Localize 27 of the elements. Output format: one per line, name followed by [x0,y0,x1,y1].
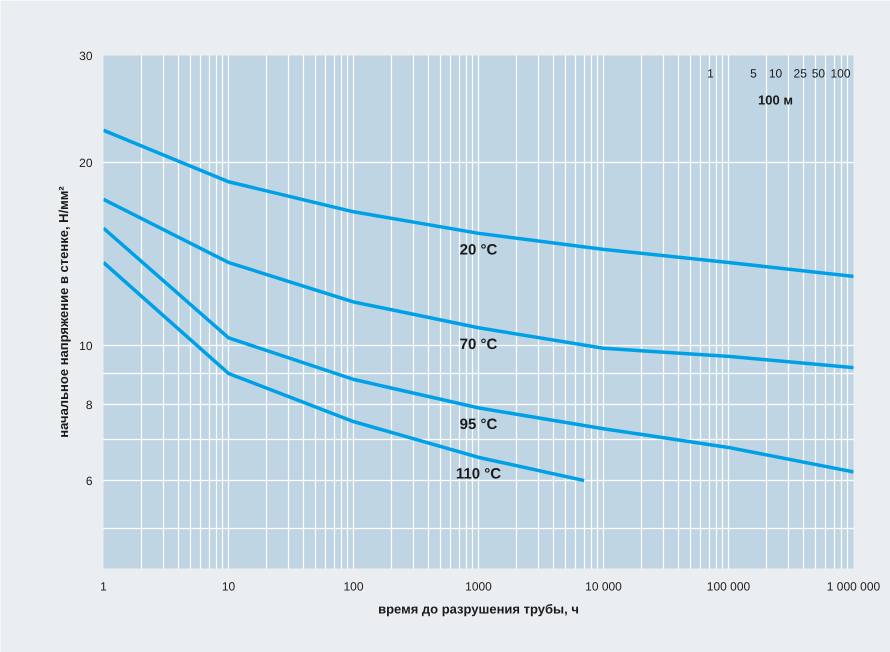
x-tick-label: 10 [222,580,236,594]
x-axis-title: время до разрушения трубы, ч [378,602,579,616]
annotation: 10 [768,66,782,80]
line-series [104,128,854,278]
x-tick-label: 100 [343,580,364,594]
series-label: 95 °C [460,416,498,433]
series-label: 70 °C [460,336,498,353]
annotation: 50 [812,66,826,80]
y-tick-label: 10 [79,339,93,354]
x-tick-label: 1 [100,580,108,594]
series-label: 20 °C [460,241,498,258]
y-tick-label: 20 [79,156,93,170]
annotation: 5 [750,66,758,80]
annotation: 1 [707,66,714,80]
y-axis-title: начальное напряжение в стенке, Н/мм² [56,186,72,438]
annotation: 25 [794,66,808,80]
series-label: 110 °C [456,465,502,482]
y-tick-label: 8 [86,398,93,412]
x-tick-label: 100 000 [706,580,751,594]
x-tick-label: 10 000 [585,580,622,594]
y-tick-label: 6 [86,474,93,488]
x-tick-label: 1 000 000 [826,580,881,594]
annotation: 100 [830,66,851,80]
x-tick-label: 1000 [465,580,492,594]
y-tick-label: 30 [79,49,93,63]
annotation: 100 м [758,92,793,108]
line-series [104,198,854,370]
